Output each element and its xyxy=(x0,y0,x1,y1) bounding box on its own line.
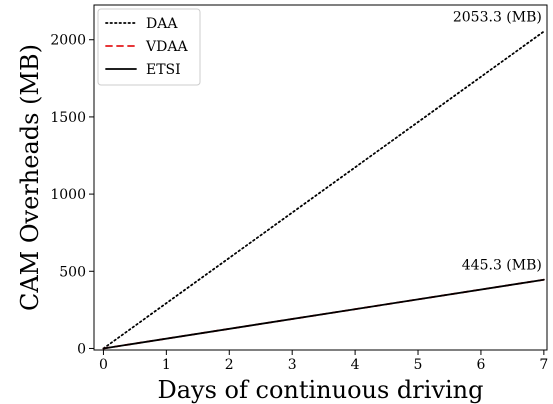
y-axis-title: CAM Overheads (MB) xyxy=(16,44,44,311)
x-tick-label: 7 xyxy=(539,357,548,373)
x-tick-label: 3 xyxy=(288,357,297,373)
annotation-label: 445.3 (MB) xyxy=(462,258,542,274)
legend-label-vdaa: VDAA xyxy=(145,39,188,55)
plot-area: 0 1 2 3 4 5 6 7 0 500 1000 1500 2000 2053.3 (MB) 445.3… xyxy=(50,4,548,373)
annotation-label: 2053.3 (MB) xyxy=(453,10,542,26)
x-tick-label: 6 xyxy=(476,357,485,373)
y-tick-label: 0 xyxy=(77,341,86,357)
y-tick-label: 500 xyxy=(59,264,86,280)
legend-box xyxy=(97,8,201,86)
series-line-etsi xyxy=(102,278,545,350)
y-tick-label: 1500 xyxy=(50,110,86,126)
x-tick-label: 2 xyxy=(225,357,234,373)
legend-label-daa: DAA xyxy=(146,16,178,32)
x-tick-label: 4 xyxy=(351,357,360,373)
legend-label-etsi: ETSI xyxy=(146,62,181,78)
series-line-daa xyxy=(102,30,545,350)
x-tick-label: 5 xyxy=(414,357,423,373)
y-tick-label: 1000 xyxy=(50,187,86,203)
x-axis-title: Days of continuous driving xyxy=(157,376,483,404)
plot-frame xyxy=(93,4,548,351)
x-tick-label: 1 xyxy=(162,357,171,373)
y-tick-label: 2000 xyxy=(50,33,86,49)
x-tick-label: 0 xyxy=(99,357,108,373)
